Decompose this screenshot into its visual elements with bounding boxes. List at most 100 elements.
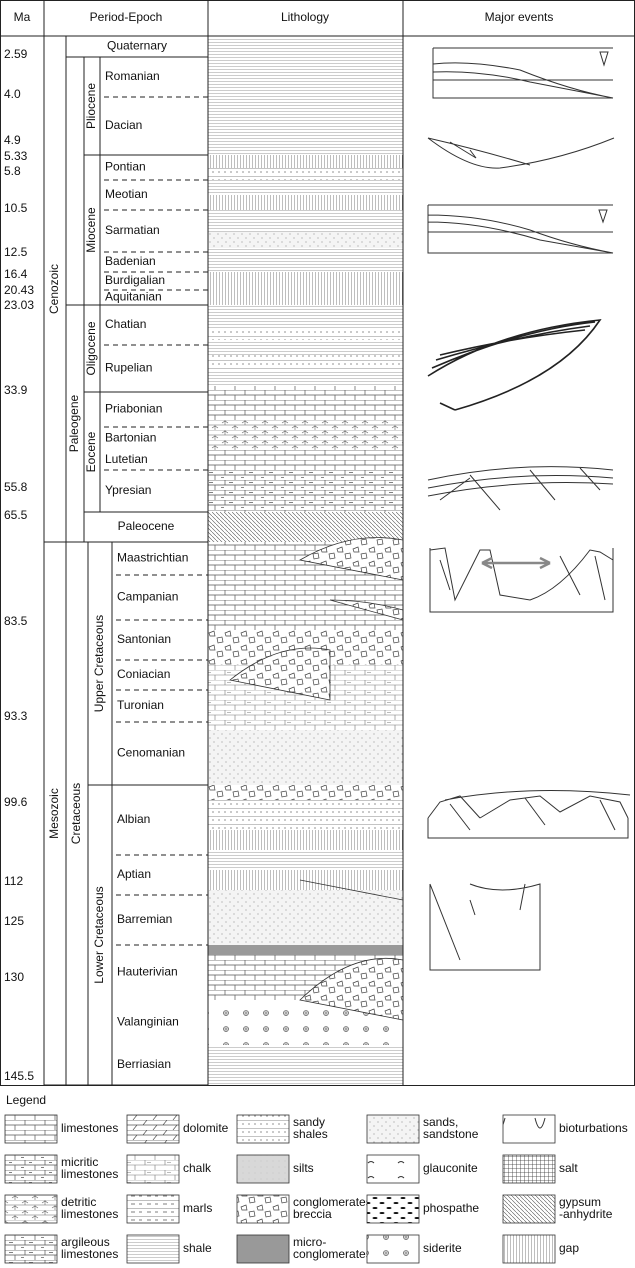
lithology-band	[208, 272, 403, 305]
age-label: 130	[4, 970, 24, 984]
legend-label: silts	[293, 1161, 314, 1175]
age-label: 93.3	[4, 709, 28, 723]
stage-label: Pontian	[105, 160, 146, 174]
stage-label: Coniacian	[117, 667, 170, 681]
lithology-band	[208, 945, 403, 955]
lithology-band	[208, 830, 403, 850]
event-sketch	[427, 204, 614, 254]
epoch-label: Upper Cretaceous	[92, 615, 106, 712]
stage-label: Aptian	[117, 867, 151, 881]
stage-label: Romanian	[105, 69, 160, 83]
period-label: Cretaceous	[69, 783, 83, 844]
lithology-band	[208, 195, 403, 210]
legend-label: -anhydrite	[559, 1207, 613, 1221]
age-label: 12.5	[4, 245, 28, 259]
lithology-band	[208, 340, 403, 355]
stage-label: Ypresian	[105, 483, 151, 497]
legend-swatch	[126, 1114, 180, 1144]
lithology-band	[208, 305, 403, 330]
legend-label: breccia	[293, 1207, 332, 1221]
stage-label: Rupelian	[105, 361, 152, 375]
age-label: 65.5	[4, 508, 28, 522]
epoch-label: Miocene	[84, 207, 98, 253]
legend-title: Legend	[6, 1093, 46, 1107]
lithology-band	[208, 180, 403, 195]
event-sketch	[427, 466, 614, 511]
age-label: 99.6	[4, 795, 28, 809]
legend-label: limestones	[61, 1207, 118, 1221]
legend-label: conglomerates	[293, 1195, 372, 1209]
legend-label: limestones	[61, 1121, 118, 1135]
lithology-band	[208, 232, 403, 248]
legend-label: glauconite	[423, 1161, 478, 1175]
event-sketch	[429, 547, 614, 613]
legend-swatch	[366, 1194, 420, 1224]
lithology-band	[208, 248, 403, 272]
legend-label: conglomerates	[293, 1247, 372, 1261]
legend-swatch	[126, 1194, 180, 1224]
stage-label: Bartonian	[105, 431, 156, 445]
column-header: Period-Epoch	[90, 10, 163, 24]
stage-label: Cenomanian	[117, 746, 185, 760]
legend-label: dolomite	[183, 1121, 229, 1135]
stage-label: Barremian	[117, 912, 172, 926]
age-label: 20.43	[4, 283, 34, 297]
lithology-lens	[299, 879, 404, 901]
age-label: 5.8	[4, 164, 21, 178]
legend-label: sands,	[423, 1115, 458, 1129]
legend-swatch	[366, 1114, 420, 1144]
legend-label: limestones	[61, 1167, 118, 1181]
lithology-band	[208, 870, 403, 890]
lithology-band	[208, 210, 403, 232]
age-label: 2.59	[4, 47, 28, 61]
lithology-band	[208, 168, 403, 180]
legend-swatch	[366, 1234, 420, 1264]
lithology-band	[208, 785, 403, 800]
epoch-label: Pliocene	[84, 83, 98, 129]
legend-label: siderite	[423, 1241, 462, 1255]
epoch-label: Eocene	[84, 431, 98, 472]
lithology-band	[208, 730, 403, 785]
legend-label: micro-	[293, 1235, 326, 1249]
legend-swatch	[502, 1234, 556, 1264]
legend-label: salt	[559, 1161, 578, 1175]
legend-swatch	[236, 1114, 290, 1144]
event-sketch	[427, 790, 631, 839]
age-label: 4.9	[4, 133, 21, 147]
lithology-band	[208, 890, 403, 945]
column-header: Ma	[14, 10, 31, 24]
lithology-band	[208, 450, 403, 470]
lithology-band	[208, 370, 403, 386]
stage-label: Paleocene	[118, 519, 175, 533]
stage-label: Albian	[117, 812, 150, 826]
legend-label: chalk	[183, 1161, 212, 1175]
legend-label: limestones	[61, 1247, 118, 1261]
stage-label: Santonian	[117, 632, 171, 646]
age-label: 4.0	[4, 87, 21, 101]
stage-label: Badenian	[105, 254, 156, 268]
epoch-label-cell	[87, 784, 113, 1086]
lithology-lens	[229, 647, 331, 701]
lithology-band	[208, 155, 403, 168]
column-header: Lithology	[281, 10, 329, 24]
legend-label: sandstone	[423, 1127, 479, 1141]
legend-swatch	[126, 1154, 180, 1184]
age-label: 5.33	[4, 149, 28, 163]
epoch-label: Oligocene	[84, 321, 98, 375]
stage-label: Quaternary	[107, 39, 167, 53]
legend-swatch	[4, 1194, 58, 1224]
stage-label: Dacian	[105, 118, 142, 132]
age-label: 83.5	[4, 614, 28, 628]
stage-label: Hauterivian	[117, 965, 178, 979]
lithology-band	[208, 1045, 403, 1085]
event-sketch	[429, 883, 541, 971]
legend-swatch	[236, 1154, 290, 1184]
legend-swatch	[4, 1114, 58, 1144]
age-label: 33.9	[4, 383, 28, 397]
stage-label: Meotian	[105, 187, 148, 201]
legend-swatch	[236, 1234, 290, 1264]
lithology-band	[208, 330, 403, 340]
legend-swatch	[236, 1194, 290, 1224]
legend-label: gap	[559, 1241, 579, 1255]
